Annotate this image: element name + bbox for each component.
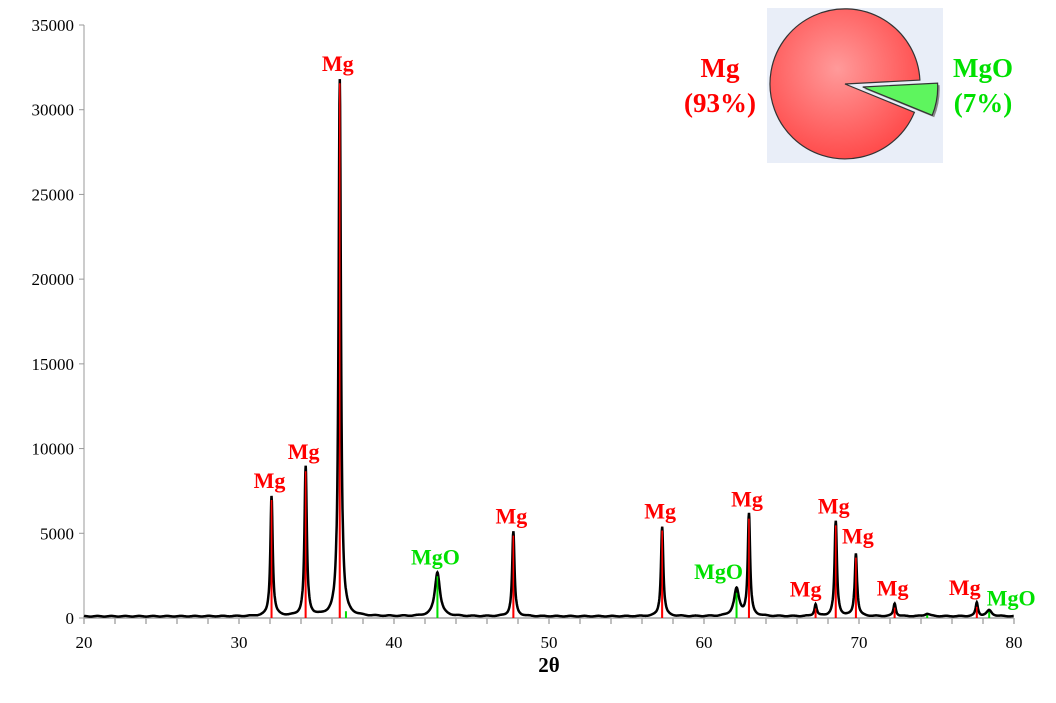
x-tick-label: 50 xyxy=(541,633,558,652)
y-tick-label: 35000 xyxy=(32,16,75,35)
peak-label-mg: Mg xyxy=(644,499,676,524)
peak-label-mgo: MgO xyxy=(411,544,460,569)
peak-label-mgo: MgO xyxy=(694,559,743,584)
y-tick-label: 0 xyxy=(66,609,75,628)
pie-slice-mgo xyxy=(862,82,939,117)
y-tick-label: 5000 xyxy=(40,524,74,543)
peak-label-mgo: MgO xyxy=(987,585,1036,610)
pie-percent-mgo: (7%) xyxy=(954,88,1012,118)
x-axis-title: 2θ xyxy=(538,653,560,677)
peak-label-mg: Mg xyxy=(495,504,527,529)
x-tick-label: 60 xyxy=(696,633,713,652)
y-tick-label: 10000 xyxy=(32,440,75,459)
pie-percent-mg: (93%) xyxy=(684,88,756,118)
pie-label-mg: Mg xyxy=(701,53,740,83)
x-tick-label: 30 xyxy=(231,633,248,652)
peak-label-mg: Mg xyxy=(842,524,874,549)
peak-label-mg: Mg xyxy=(254,468,286,493)
y-tick-label: 20000 xyxy=(32,270,75,289)
x-tick-label: 70 xyxy=(851,633,868,652)
plot-area: 0 5000 10000 15000 20000 25000 30000 35000 20 30 4… xyxy=(32,16,1036,677)
peak-label-mg: Mg xyxy=(731,487,763,512)
phase-pie-chart: Mg (93%) MgO (7%) xyxy=(684,8,1013,163)
peak-label-mg: Mg xyxy=(877,576,909,601)
pie-label-mgo: MgO xyxy=(953,53,1013,83)
x-tick-label: 40 xyxy=(386,633,403,652)
peak-label-mg: Mg xyxy=(790,576,822,601)
peak-label-mg: Mg xyxy=(818,493,850,518)
y-tick-label: 30000 xyxy=(32,101,75,120)
peak-label-mg: Mg xyxy=(949,575,981,600)
y-tick-label: 25000 xyxy=(32,185,75,204)
peak-label-mg: Mg xyxy=(288,439,320,464)
peak-label-mg: Mg xyxy=(322,51,354,76)
x-tick-label: 20 xyxy=(76,633,93,652)
diffraction-pattern-line xyxy=(83,79,1014,618)
y-tick-label: 15000 xyxy=(32,355,75,374)
x-tick-label: 80 xyxy=(1006,633,1023,652)
pie-slice-mg xyxy=(769,8,921,160)
